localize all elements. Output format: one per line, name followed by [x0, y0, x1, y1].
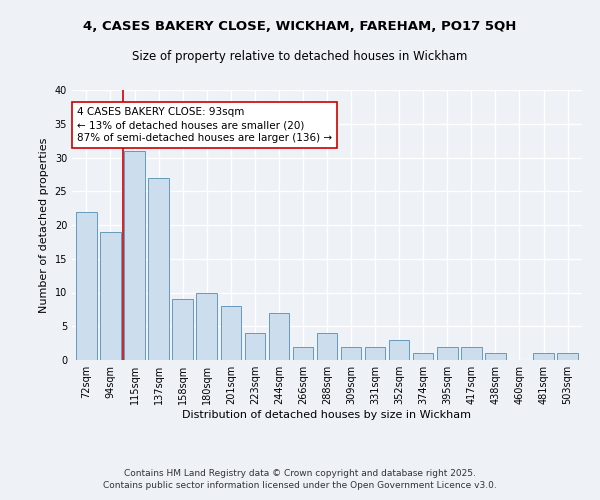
Bar — [172, 299, 193, 360]
Bar — [245, 333, 265, 360]
Bar — [196, 292, 217, 360]
Y-axis label: Number of detached properties: Number of detached properties — [39, 138, 49, 312]
Bar — [148, 178, 169, 360]
Bar — [437, 346, 458, 360]
Bar — [124, 151, 145, 360]
Text: Contains HM Land Registry data © Crown copyright and database right 2025.
Contai: Contains HM Land Registry data © Crown c… — [103, 468, 497, 490]
Bar — [341, 346, 361, 360]
Bar — [293, 346, 313, 360]
Text: 4, CASES BAKERY CLOSE, WICKHAM, FAREHAM, PO17 5QH: 4, CASES BAKERY CLOSE, WICKHAM, FAREHAM,… — [83, 20, 517, 33]
Bar — [557, 353, 578, 360]
Text: Size of property relative to detached houses in Wickham: Size of property relative to detached ho… — [133, 50, 467, 63]
X-axis label: Distribution of detached houses by size in Wickham: Distribution of detached houses by size … — [182, 410, 472, 420]
Bar — [485, 353, 506, 360]
Bar — [413, 353, 433, 360]
Bar — [317, 333, 337, 360]
Bar — [76, 212, 97, 360]
Bar — [221, 306, 241, 360]
Bar — [533, 353, 554, 360]
Bar — [100, 232, 121, 360]
Bar — [389, 340, 409, 360]
Bar — [365, 346, 385, 360]
Text: 4 CASES BAKERY CLOSE: 93sqm
← 13% of detached houses are smaller (20)
87% of sem: 4 CASES BAKERY CLOSE: 93sqm ← 13% of det… — [77, 107, 332, 144]
Bar — [269, 313, 289, 360]
Bar — [461, 346, 482, 360]
